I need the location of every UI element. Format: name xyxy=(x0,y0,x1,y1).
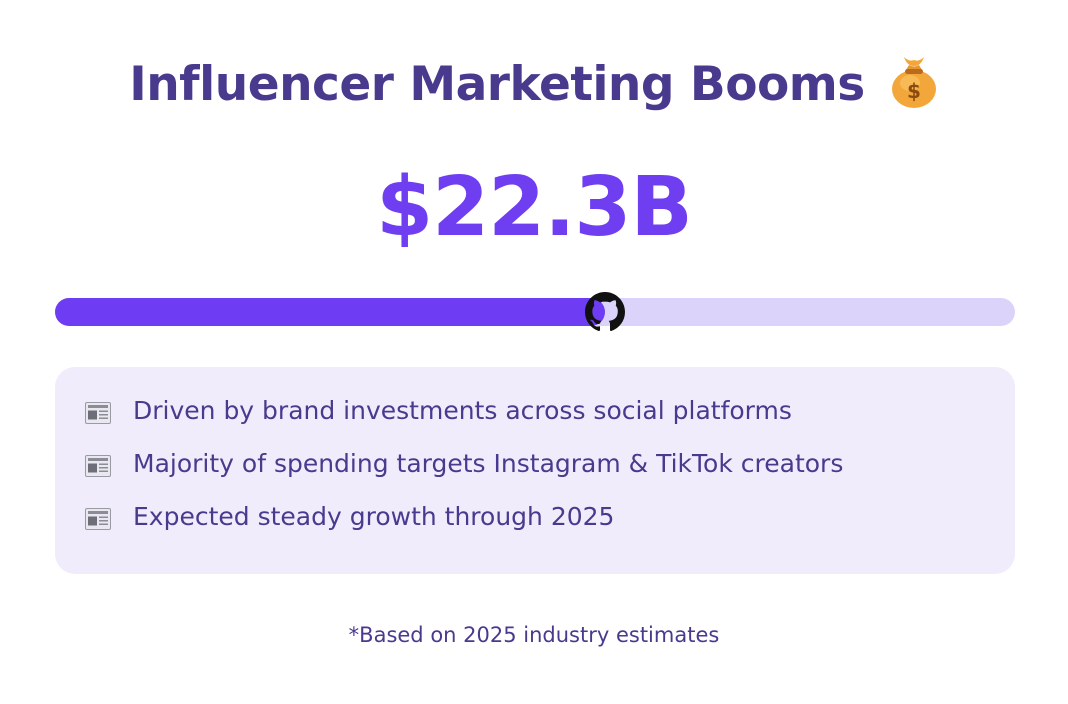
newspaper-icon xyxy=(85,508,111,530)
list-item-text: Expected steady growth through 2025 xyxy=(133,502,615,531)
github-icon[interactable] xyxy=(585,292,626,332)
stat-value: $22.3B xyxy=(376,160,693,255)
list-item-text: Majority of spending targets Instagram &… xyxy=(133,449,844,478)
money-bag-icon: $ xyxy=(889,53,939,109)
progress-bar xyxy=(55,292,1015,332)
page-title: Influencer Marketing Booms xyxy=(129,56,865,112)
info-card: Driven by brand investments across socia… xyxy=(55,367,1015,574)
title-row: Influencer Marketing Booms $ xyxy=(0,56,1068,126)
list-item-text: Driven by brand investments across socia… xyxy=(133,396,792,425)
progress-fill xyxy=(55,298,606,326)
svg-text:$: $ xyxy=(907,79,921,103)
newspaper-icon xyxy=(85,402,111,424)
newspaper-icon xyxy=(85,455,111,477)
footnote: *Based on 2025 industry estimates xyxy=(348,623,720,647)
